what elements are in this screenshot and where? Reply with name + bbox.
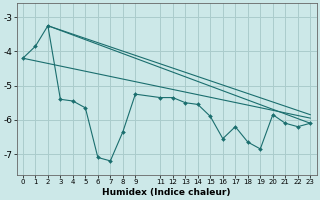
X-axis label: Humidex (Indice chaleur): Humidex (Indice chaleur) — [102, 188, 231, 197]
